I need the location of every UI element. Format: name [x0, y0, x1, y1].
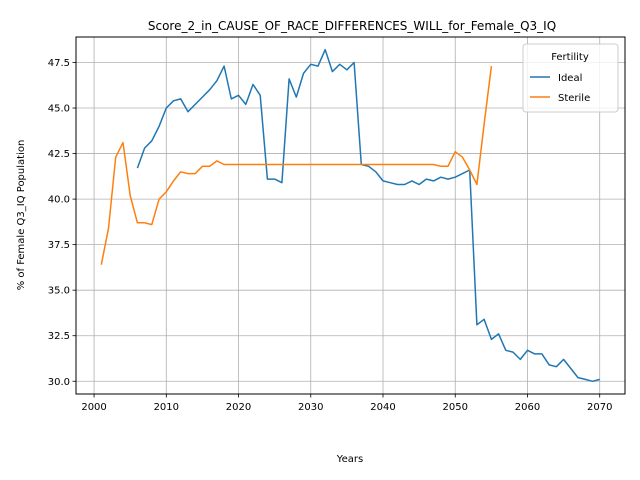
- y-tick-label: 45.0: [48, 104, 70, 115]
- x-tick-label: 2020: [226, 402, 251, 413]
- legend-box: [522, 43, 619, 113]
- x-tick-label: 2040: [370, 402, 395, 413]
- series-line-ideal: [136, 48, 600, 383]
- series-lines: [100, 48, 600, 383]
- x-tick-label: 2050: [443, 402, 468, 413]
- x-axis-label: Years: [336, 454, 363, 465]
- legend-label-sterile: Sterile: [558, 93, 590, 104]
- x-tick-label: 2060: [515, 402, 540, 413]
- x-tick-label: 2070: [587, 402, 612, 413]
- axis-ticks: 2000 2010 2020 2030 2040 2050 2060 2070 30.0 32.5…: [48, 58, 613, 413]
- y-tick-label: 37.5: [48, 240, 70, 251]
- y-tick-label: 32.5: [48, 331, 70, 342]
- y-tick-label: 47.5: [48, 58, 70, 69]
- y-tick-label: 35.0: [48, 286, 70, 297]
- y-tick-label: 40.0: [48, 195, 70, 206]
- legend-title: Fertility: [551, 52, 589, 63]
- x-tick-label: 2010: [154, 402, 179, 413]
- y-axis-label: % of Female Q3_IQ Population: [16, 140, 27, 291]
- x-tick-label: 2030: [298, 402, 323, 413]
- chart-title: Score_2_in_CAUSE_OF_RACE_DIFFERENCES_WIL…: [148, 19, 556, 33]
- x-tick-label: 2000: [81, 402, 106, 413]
- plot-frame: [75, 36, 626, 395]
- y-tick-label: 30.0: [48, 377, 70, 388]
- y-tick-label: 42.5: [48, 149, 70, 160]
- legend-label-ideal: Ideal: [558, 73, 582, 84]
- legend: Fertility Ideal Sterile: [522, 43, 619, 113]
- series-line-sterile: [100, 66, 493, 265]
